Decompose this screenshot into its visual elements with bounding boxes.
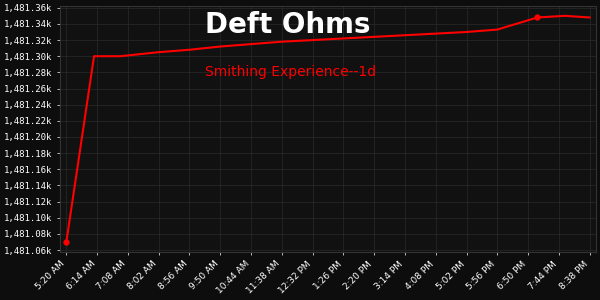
Text: Deft Ohms: Deft Ohms — [205, 11, 370, 39]
Text: Smithing Experience--1d: Smithing Experience--1d — [205, 65, 376, 79]
